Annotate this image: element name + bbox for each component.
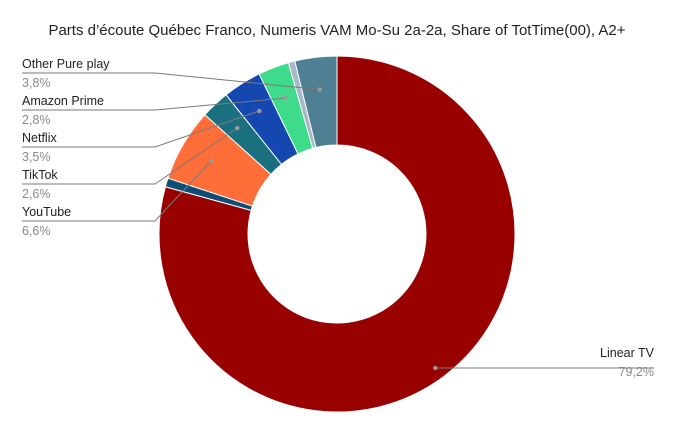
leader-dot-linear-tv bbox=[433, 365, 438, 371]
value-netflix: 3,5% bbox=[22, 150, 51, 164]
leader-line-other-pure-play bbox=[22, 72, 320, 91]
value-tiktok: 2,6% bbox=[22, 187, 51, 201]
slice-linear-tv bbox=[158, 55, 516, 413]
value-other-pure-play: 3,8% bbox=[22, 76, 51, 90]
slices-group bbox=[158, 55, 516, 413]
label-tiktok: TikTok bbox=[22, 168, 58, 182]
label-amazon-prime: Amazon Prime bbox=[22, 94, 104, 108]
leader-line-netflix bbox=[22, 110, 260, 148]
leader-line-youtube bbox=[22, 160, 212, 222]
leader-line-amazon-prime bbox=[22, 97, 286, 111]
leader-dot-amazon-prime bbox=[282, 95, 288, 101]
leader-dot-netflix bbox=[257, 108, 262, 114]
label-youtube: YouTube bbox=[22, 205, 71, 219]
value-youtube: 6,6% bbox=[22, 224, 51, 238]
label-other-pure-play: Other Pure play bbox=[22, 57, 110, 71]
slice-other-pure-play bbox=[294, 55, 338, 149]
leader-dot-tiktok bbox=[235, 125, 240, 131]
value-linear-tv: 79,2% bbox=[619, 365, 654, 379]
leader-line-tiktok bbox=[22, 127, 238, 185]
leader-dot-other-pure-play bbox=[317, 87, 322, 92]
labels-group: Other Pure play 3,8% Amazon Prime 2,8% Netfl… bbox=[22, 57, 655, 379]
label-linear-tv: Linear TV bbox=[600, 346, 655, 360]
label-netflix: Netflix bbox=[22, 131, 57, 145]
value-amazon-prime: 2,8% bbox=[22, 113, 51, 127]
leader-dot-youtube bbox=[209, 158, 214, 164]
chart-title: Parts d’écoute Québec Franco, Numeris VA… bbox=[48, 22, 625, 39]
